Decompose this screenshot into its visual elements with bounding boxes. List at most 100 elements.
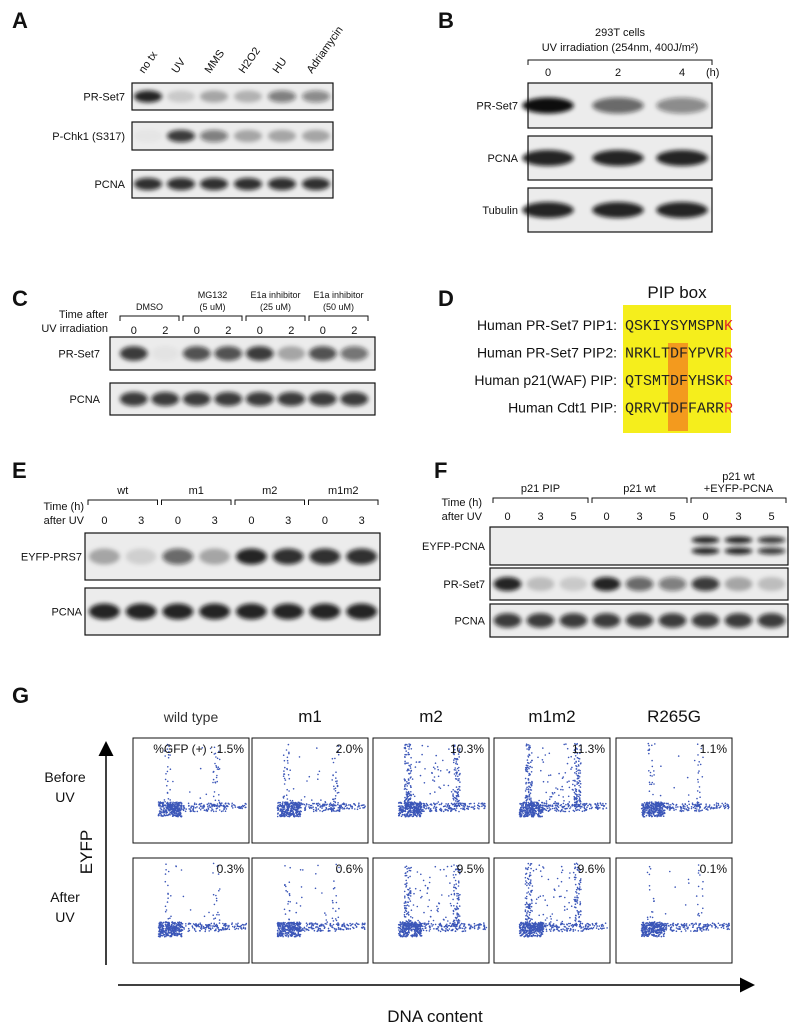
dot: [455, 887, 457, 889]
dot: [472, 806, 474, 808]
dot: [180, 816, 182, 818]
dot: [681, 808, 683, 810]
band: [183, 392, 211, 406]
dot: [218, 794, 220, 796]
dot: [190, 923, 192, 925]
dot: [326, 919, 328, 921]
dot: [544, 803, 546, 805]
band: [522, 98, 574, 114]
dot: [292, 804, 294, 806]
dot: [166, 933, 168, 935]
dot: [313, 811, 315, 813]
dot: [176, 801, 178, 803]
dot: [431, 925, 433, 927]
bracket: [162, 500, 232, 505]
dot: [405, 748, 407, 750]
dot: [158, 926, 160, 928]
dot: [244, 924, 246, 926]
dot: [415, 928, 417, 930]
dot: [410, 802, 412, 804]
dot: [727, 808, 729, 810]
dot: [457, 913, 459, 915]
dot: [697, 790, 699, 792]
dot: [454, 773, 456, 775]
dot: [296, 807, 298, 809]
dot: [439, 804, 441, 806]
dot: [688, 794, 690, 796]
dot: [331, 811, 333, 813]
dot: [435, 924, 437, 926]
dot: [280, 925, 282, 927]
dot: [458, 897, 460, 899]
dot: [453, 871, 455, 873]
dot: [172, 814, 174, 816]
dot: [658, 811, 660, 813]
dot: [429, 928, 431, 930]
dot: [562, 796, 564, 798]
dot: [408, 867, 410, 869]
dot: [437, 769, 439, 771]
dot: [222, 810, 224, 812]
dot: [579, 790, 581, 792]
dot: [520, 810, 522, 812]
dot: [296, 922, 298, 924]
dot: [697, 754, 699, 756]
dot: [654, 743, 656, 745]
dot: [299, 811, 301, 813]
dot: [188, 923, 190, 925]
dot: [350, 806, 352, 808]
dot: [530, 935, 532, 937]
dot: [458, 770, 460, 772]
dot: [673, 804, 675, 806]
dot: [695, 804, 697, 806]
dot: [572, 784, 574, 786]
dot: [526, 745, 528, 747]
dot: [605, 803, 607, 805]
dot: [429, 899, 431, 901]
dot: [726, 804, 728, 806]
dot: [319, 803, 321, 805]
dot: [288, 805, 290, 807]
dot: [414, 796, 416, 798]
dot: [288, 923, 290, 925]
dot: [335, 802, 337, 804]
dot: [410, 803, 412, 805]
dot: [430, 808, 432, 810]
dot: [459, 927, 461, 929]
dot: [411, 770, 413, 772]
time-label: 0: [603, 511, 609, 523]
band: [302, 130, 330, 142]
dot: [410, 795, 412, 797]
dot: [525, 797, 527, 799]
dot: [348, 925, 350, 927]
dot: [227, 803, 229, 805]
dot: [183, 927, 185, 929]
dot: [478, 803, 480, 805]
dot: [334, 805, 336, 807]
dot: [670, 804, 672, 806]
dot: [458, 899, 460, 901]
dot: [400, 924, 402, 926]
dot: [180, 814, 182, 816]
percent-label: 2.0%: [336, 742, 364, 756]
dot: [660, 809, 662, 811]
dot: [415, 806, 417, 808]
dot: [330, 802, 332, 804]
dot: [547, 808, 549, 810]
dot: [415, 888, 417, 890]
band: [346, 549, 377, 565]
dot: [362, 923, 364, 925]
band: [659, 613, 687, 628]
group-label: p21 wt: [722, 471, 754, 483]
dot: [526, 743, 528, 745]
dot: [655, 811, 657, 813]
dot: [705, 803, 707, 805]
dot: [404, 761, 406, 763]
dot: [333, 801, 335, 803]
dot: [231, 803, 233, 805]
dot: [292, 800, 294, 802]
dot: [660, 806, 662, 808]
dot: [408, 765, 410, 767]
dot: [563, 744, 565, 746]
row-label: PR-Set7: [443, 579, 485, 591]
